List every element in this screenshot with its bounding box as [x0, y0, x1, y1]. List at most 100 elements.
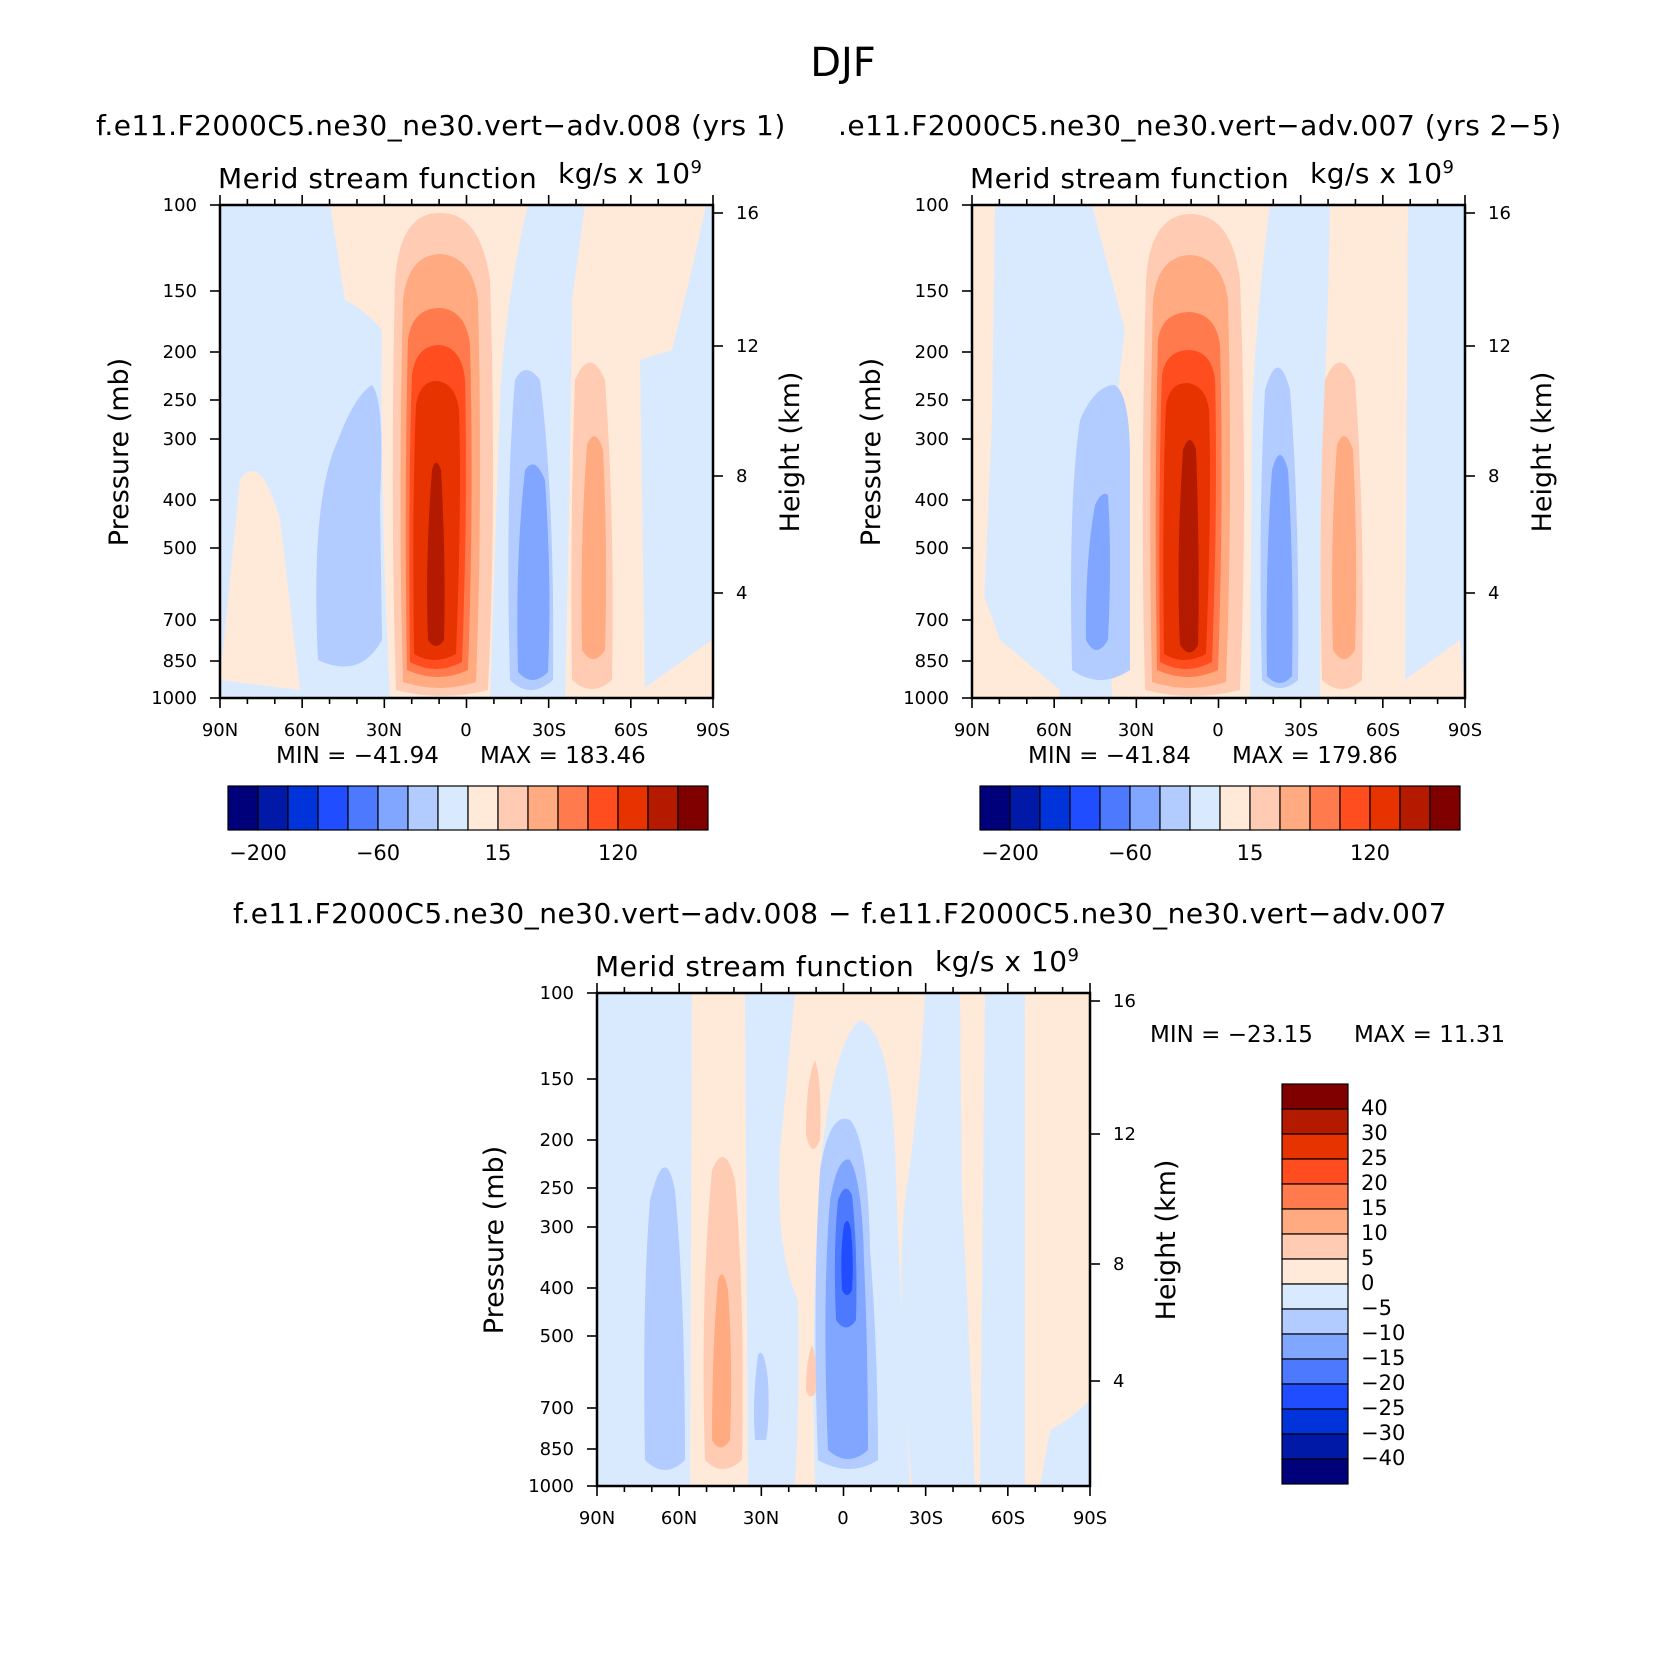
colorbar-box [557, 785, 589, 831]
y-tick-label: 500 [163, 538, 197, 559]
y-tick-label: 500 [915, 538, 949, 559]
x-tick-label: 90S [1448, 720, 1482, 741]
max-label: MAX = 183.46 [480, 743, 646, 769]
colorbar-box [1069, 785, 1101, 831]
min-label: MIN = −41.84 [1028, 743, 1191, 769]
panel-3: f.e11.F2000C5.ne30_ne30.vert−adv.008 − f… [233, 897, 1505, 1529]
colorbar-box [1281, 1458, 1349, 1485]
colorbar-box [467, 785, 499, 831]
contour-neg-5-10-nh [644, 1167, 685, 1470]
colorbar-box [1399, 785, 1431, 831]
colorbar-box [1219, 785, 1251, 831]
colorbar-box [1281, 1133, 1349, 1160]
colorbar-box [1159, 785, 1191, 831]
y-tick-label: 150 [915, 281, 949, 302]
panel-1: f.e11.F2000C5.ne30_ne30.vert−adv.008 (yr… [96, 109, 806, 865]
colorbar-label: 40 [1361, 1096, 1388, 1120]
y-tick-label: 200 [540, 1130, 574, 1151]
colorbar-box [1099, 785, 1131, 831]
y-tick-label: 200 [915, 342, 949, 363]
panel-3-title: f.e11.F2000C5.ne30_ne30.vert−adv.008 − f… [233, 897, 1447, 930]
y-right-axis-label: Height (km) [1527, 372, 1558, 533]
panel-2: .e11.F2000C5.ne30_ne30.vert−adv.007 (yrs… [838, 109, 1561, 865]
y-tick-label: 250 [915, 390, 949, 411]
y-tick-label: 700 [540, 1398, 574, 1419]
panel-2-contours [972, 205, 1465, 698]
y-tick-label: 400 [540, 1278, 574, 1299]
contour-neg-5-10-small [754, 1352, 769, 1440]
y-tick-label: 1000 [903, 688, 949, 709]
contour-pos-0-15-sh-low [1380, 640, 1465, 698]
colorbar-box [1281, 1108, 1349, 1135]
y-tick-label: 100 [163, 195, 197, 216]
contour-pos-150-180 [427, 462, 445, 646]
y-tick-label: 1000 [528, 1476, 574, 1497]
contour-pos-5-10-small-2 [806, 1345, 817, 1397]
contour-pos-150-180 [1178, 440, 1199, 653]
height-tick-label: 4 [736, 583, 747, 604]
x-tick-label: 90N [954, 720, 990, 741]
y-axis-label: Pressure (mb) [856, 358, 887, 546]
units-text: kg/s x 10 [558, 157, 691, 190]
x-tick-label: 60N [1036, 720, 1072, 741]
colorbar-box [1279, 785, 1311, 831]
colorbar-box [1281, 1358, 1349, 1385]
height-tick-label: 4 [1113, 1371, 1124, 1392]
x-tick-label: 60N [284, 720, 320, 741]
units-text: kg/s x 10 [935, 945, 1068, 978]
contour-neg-20-25 [841, 1221, 853, 1295]
y-axis-ticks: 100 150 200 250 300 400 500 700 850 1000 [151, 195, 197, 709]
units-label: kg/s x 109 [558, 157, 702, 190]
colorbar-box [1309, 785, 1341, 831]
colorbar-box [287, 785, 319, 831]
colorbar-label: 25 [1361, 1146, 1388, 1170]
colorbar-box [1429, 785, 1461, 831]
y-tick-label: 850 [163, 651, 197, 672]
contour-pos-30-60-south [581, 436, 607, 659]
y-tick-label: 700 [163, 610, 197, 631]
colorbar-box [1281, 1308, 1349, 1335]
colorbar-label: −60 [1108, 841, 1152, 865]
left-string: Merid stream function [218, 162, 537, 195]
x-tick-label: 30N [743, 1508, 779, 1529]
colorbar-box [1189, 785, 1221, 831]
colorbar-boxes [1281, 1083, 1349, 1485]
x-axis-ticks: 90N 60N 30N 0 30S 60S 90S [579, 1508, 1107, 1529]
contour-pos-0-5-sh [960, 993, 985, 1486]
y-axis-ticks: 100 150 200 250 300 400 500 700 850 1000 [903, 195, 949, 709]
contour-neg-0-5-sh-tongue [925, 1000, 960, 1266]
panel-1-contours [220, 205, 713, 698]
colorbar-box [317, 785, 349, 831]
x-tick-label: 60S [1366, 720, 1400, 741]
x-tick-label: 30S [532, 720, 566, 741]
contour-neg-0-15-midlat [316, 385, 382, 667]
y-tick-label: 400 [163, 490, 197, 511]
colorbar-label: −60 [356, 841, 400, 865]
contour-pos-0-15-nh-surface [220, 471, 300, 690]
x-tick-label: 30N [1118, 720, 1154, 741]
x-tick-label: 90N [579, 1508, 615, 1529]
colorbar-label: 120 [598, 841, 638, 865]
height-tick-label: 16 [1488, 203, 1511, 224]
x-tick-label: 60S [991, 1508, 1025, 1529]
colorbar-label: 120 [1350, 841, 1390, 865]
y-tick-label: 850 [915, 651, 949, 672]
max-label: MAX = 179.86 [1232, 743, 1398, 769]
y-tick-label: 1000 [151, 688, 197, 709]
colorbar-box [979, 785, 1011, 831]
y-right-axis-label: Height (km) [775, 372, 806, 533]
units-label: kg/s x 109 [1310, 157, 1454, 190]
colorbar-label: −5 [1361, 1296, 1392, 1320]
colorbar-box [587, 785, 619, 831]
contour-pos-0-15-nh [972, 205, 995, 698]
colorbar-box [437, 785, 469, 831]
y-tick-label: 150 [540, 1069, 574, 1090]
colorbar-label: 20 [1361, 1171, 1388, 1195]
height-tick-label: 8 [736, 466, 747, 487]
colorbar-box [257, 785, 289, 831]
min-label: MIN = −41.94 [276, 743, 439, 769]
height-tick-label: 12 [1113, 1124, 1136, 1145]
y-tick-label: 700 [915, 610, 949, 631]
y-tick-label: 250 [540, 1178, 574, 1199]
